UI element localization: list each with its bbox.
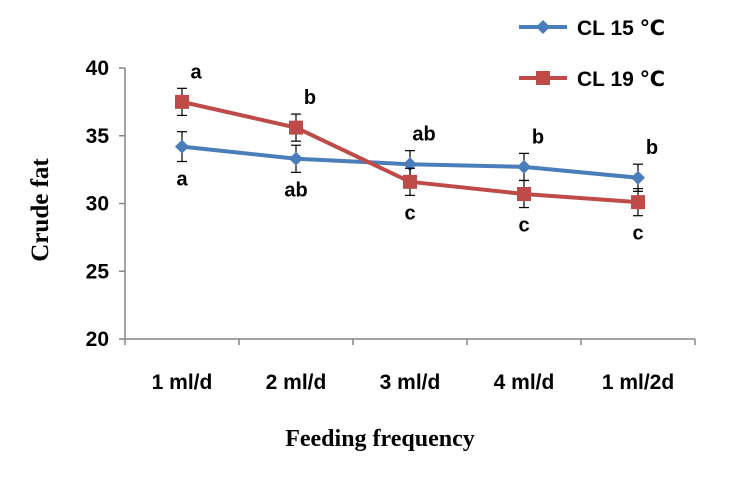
y-tick-label: 20 <box>86 328 109 351</box>
significance-letter: ab <box>412 124 435 146</box>
data-point-diamond <box>175 139 189 154</box>
y-tick-label: 40 <box>86 57 109 80</box>
data-point-diamond <box>289 151 303 166</box>
legend-label: CL 19 ℃ <box>577 68 665 91</box>
legend-item-1: CL 15 ℃ <box>519 17 665 40</box>
x-tick-label: 3 ml/d <box>380 371 441 394</box>
significance-letter: c <box>632 223 643 245</box>
significance-letter: c <box>404 202 415 224</box>
legend-item-2: CL 19 ℃ <box>519 68 665 91</box>
legend-marker-diamond <box>536 20 550 34</box>
significance-letter: a <box>190 61 202 83</box>
legend-label: CL 15 ℃ <box>577 17 665 40</box>
significance-letter: ab <box>284 179 307 201</box>
y-ticks: 20 25 30 35 40 <box>86 57 125 351</box>
x-tick-label: 1 ml/d <box>152 371 213 394</box>
significance-letter: b <box>304 87 316 109</box>
significance-letter: a <box>176 168 188 190</box>
x-axis-label: Feeding frequency <box>285 426 475 452</box>
significance-letter: b <box>646 137 658 159</box>
x-tick-label: 1 ml/2d <box>602 371 674 394</box>
significance-letter: b <box>532 126 544 148</box>
data-point-diamond <box>631 170 645 185</box>
x-ticks: 1 ml/d 2 ml/d 3 ml/d 4 ml/d 1 ml/2d <box>124 339 696 394</box>
data-point-square <box>631 195 645 210</box>
y-tick-label: 30 <box>86 193 109 216</box>
data-point-square <box>403 174 417 189</box>
legend: CL 15 ℃ CL 19 ℃ <box>519 17 665 91</box>
series-1: a ab ab b b <box>175 124 658 201</box>
data-point-square <box>517 187 531 202</box>
x-tick-label: 2 ml/d <box>266 371 327 394</box>
data-point-diamond <box>517 159 531 174</box>
legend-marker-square <box>536 71 550 85</box>
data-point-square <box>289 120 303 135</box>
y-tick-label: 35 <box>86 125 110 148</box>
data-point-square <box>175 94 189 109</box>
significance-letter: c <box>518 215 529 237</box>
x-tick-label: 4 ml/d <box>494 371 555 394</box>
y-axis-label: Crude fat <box>27 158 54 262</box>
y-tick-label: 25 <box>86 260 110 283</box>
